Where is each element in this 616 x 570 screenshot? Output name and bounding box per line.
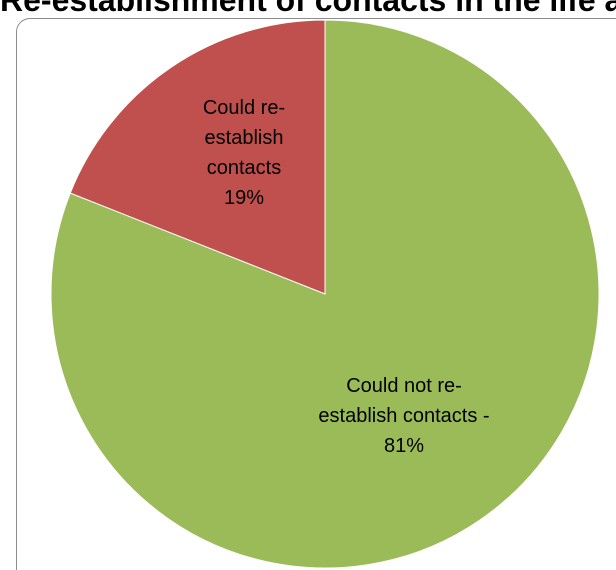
pie-slice-1 (69, 19, 326, 295)
chart-title: Re-establishment of contacts in the life… (0, 0, 616, 18)
slice-label-1: Could re-establish contacts 19% (203, 97, 285, 209)
slice-label-line: establish contacts - (318, 405, 489, 427)
slice-label-line: 19% (224, 187, 264, 209)
pie-slice-2 (50, 19, 600, 569)
slice-label-line: 81% (384, 435, 424, 457)
slice-label-line: establish (205, 127, 284, 149)
slice-label-line: Could not re- (346, 375, 462, 397)
slice-label-line: Could re- (203, 97, 285, 119)
chart-title-clip: Re-establishment of contacts in the life… (0, 0, 616, 18)
slice-label-line: contacts (207, 157, 281, 179)
slice-label-2: Could not re-establish contacts - 81% (318, 375, 489, 457)
